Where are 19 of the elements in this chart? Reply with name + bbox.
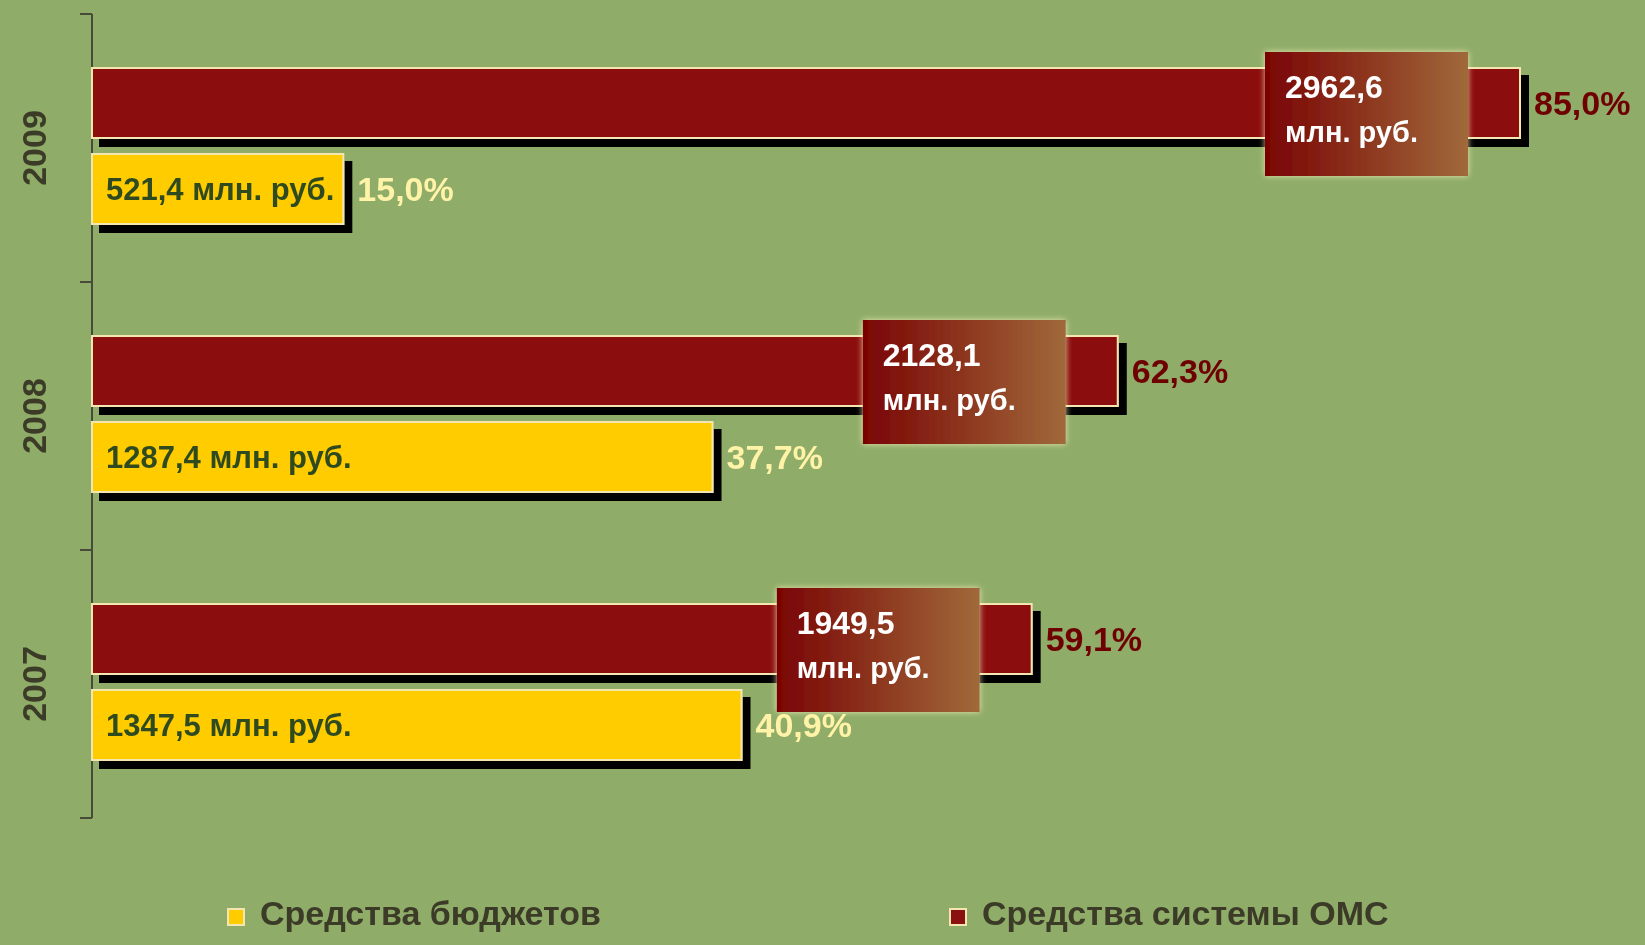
data-label: 1287,4 млн. руб. [106,440,352,475]
y-tick-label: 2009 [15,110,53,186]
annotation: 59,1% [1045,620,1143,658]
y-tick-label: 2007 [15,646,53,722]
annotation: 62,3% [1131,352,1229,390]
annotation: 15,0% [357,170,454,208]
data-label: 1949,5 млн. руб. [796,605,930,684]
data-label: 2128,1 млн. руб. [882,337,1016,416]
data-label: 1347,5 млн. руб. [106,708,352,743]
data-label: 521,4 млн. руб. [106,172,335,207]
text: 85,0% [1534,84,1631,122]
legend-label: Средства системы ОМС [982,894,1389,932]
data-label: 2962,6 млн. руб. [1285,69,1418,148]
bar [91,689,743,761]
legend-label: Средства бюджетов [260,894,601,932]
annotation: 40,9% [755,706,852,744]
bar [91,421,714,493]
y-tick-label: 2008 [15,378,53,454]
annotation: 37,7% [726,438,823,476]
